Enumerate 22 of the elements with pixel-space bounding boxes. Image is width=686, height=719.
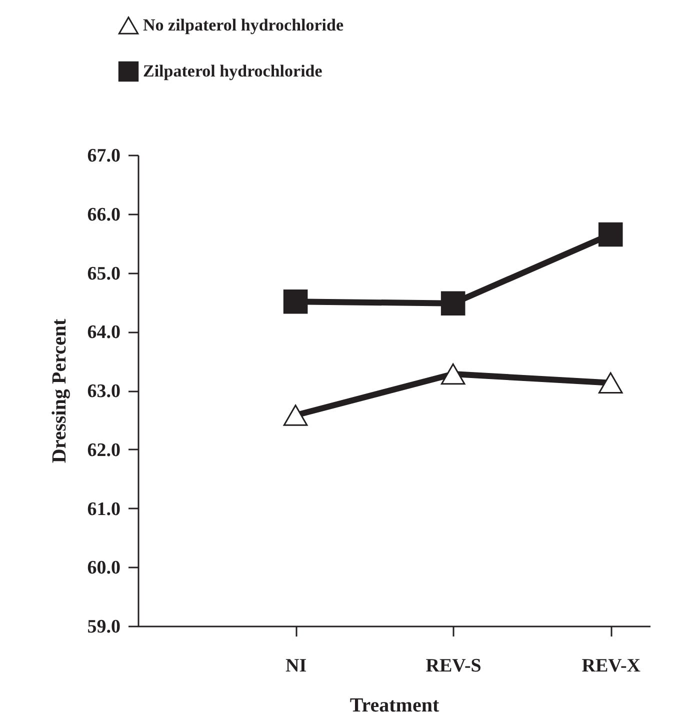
y-tick-label: 66.0	[87, 204, 120, 226]
y-tick-label: 67.0	[87, 146, 120, 166]
y-tick-label: 64.0	[87, 322, 120, 344]
y-tick-label: 65.0	[87, 263, 120, 284]
point	[283, 289, 308, 314]
y-tick-label: 61.0	[87, 498, 120, 520]
y-tick-label: 62.0	[87, 440, 120, 461]
point	[283, 404, 308, 426]
x-tick-label: REV-S	[426, 656, 482, 676]
x-tick-label: REV-X	[582, 656, 641, 676]
legend-label: No zilpaterol hydrochloride	[143, 16, 344, 34]
point	[440, 291, 466, 316]
point	[598, 222, 623, 247]
x-tick-label: NI	[285, 656, 307, 676]
point	[440, 363, 466, 385]
y-axis-title: Dressing Percent	[48, 318, 70, 464]
y-tick-label: 60.0	[87, 558, 120, 579]
legend-label: Zilpaterol hydrochloride	[143, 62, 323, 80]
x-axis-title: Treatment	[350, 694, 440, 716]
point	[598, 372, 623, 394]
y-tick-label: 63.0	[87, 381, 120, 402]
y-tick-label: 59.0	[87, 616, 120, 638]
